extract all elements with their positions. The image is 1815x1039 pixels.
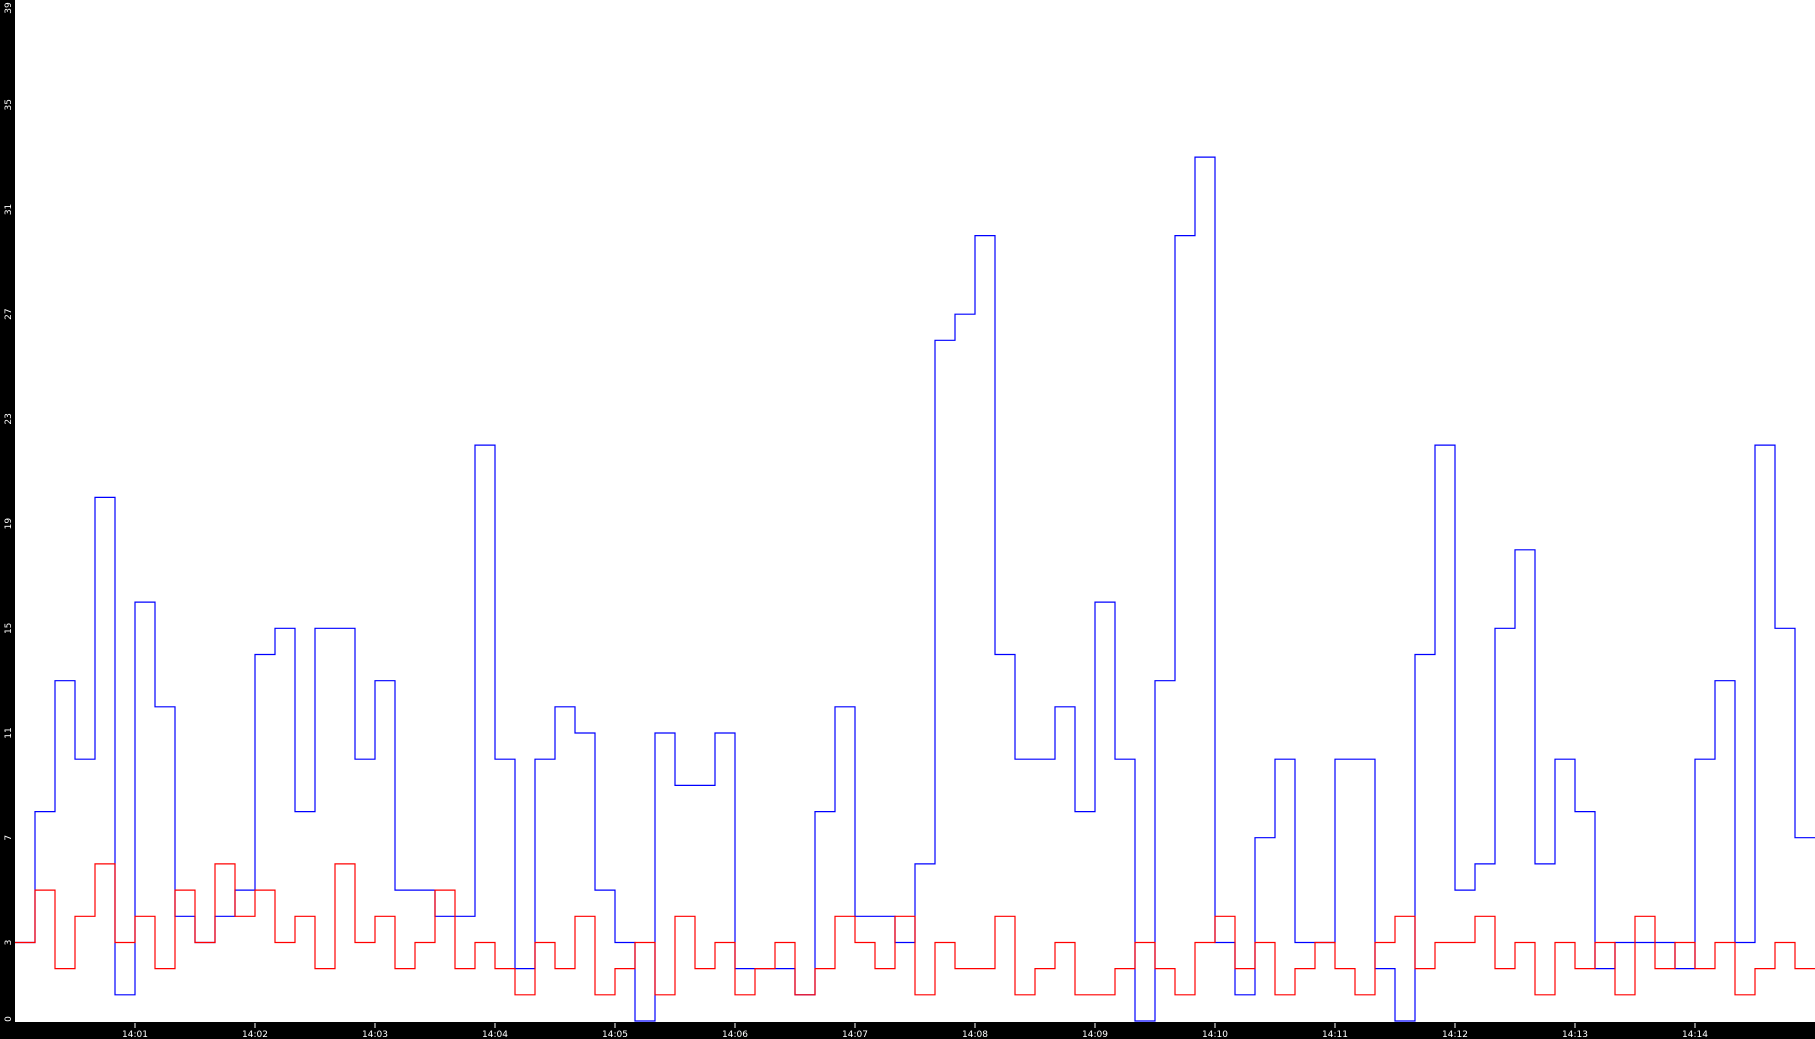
x-tick-label: 14:10: [1202, 1030, 1228, 1039]
x-tick-label: 14:12: [1442, 1030, 1468, 1039]
y-tick-label: 39: [4, 2, 14, 14]
x-tick-label: 14:06: [722, 1030, 748, 1039]
y-tick-label: 23: [4, 413, 14, 424]
y-tick-label: 35: [4, 99, 14, 110]
x-tick-label: 14:14: [1682, 1030, 1708, 1039]
y-tick-label: 19: [4, 518, 14, 530]
x-tick-label: 14:09: [1082, 1030, 1108, 1039]
x-tick-label: 14:03: [362, 1030, 388, 1039]
plot-area: [15, 0, 1815, 1022]
x-tick-label: 14:04: [482, 1030, 508, 1039]
y-tick-label: 31: [4, 204, 14, 215]
series-line-0: [15, 156, 1815, 1022]
y-tick-label: 7: [4, 835, 14, 841]
y-tick-label: 0: [4, 1016, 14, 1022]
x-tick-label: 14:08: [962, 1030, 988, 1039]
x-tick-label: 14:02: [242, 1030, 268, 1039]
y-tick-label: 15: [4, 623, 14, 634]
x-tick-label: 14:07: [842, 1030, 868, 1039]
x-tick-label: 14:13: [1562, 1030, 1588, 1039]
y-tick-label: 3: [4, 940, 14, 946]
x-tick-label: 14:01: [122, 1030, 148, 1039]
x-axis: 14:01 14:02 14:03 14:04 14:05 14:06 14:07 14:08…: [122, 1023, 1708, 1039]
y-tick-label: 27: [4, 308, 14, 319]
x-tick-label: 14:11: [1322, 1030, 1348, 1039]
series-line-1: [15, 863, 1815, 996]
y-tick-label: 11: [4, 727, 14, 738]
y-axis: 0 3 7 11 15 19 23 27 31 35 39: [4, 2, 14, 1022]
x-tick-label: 14:05: [602, 1030, 628, 1039]
